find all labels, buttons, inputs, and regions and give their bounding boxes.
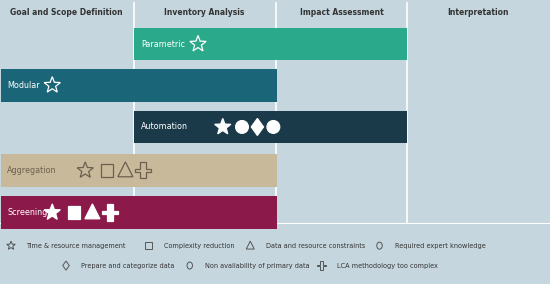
Bar xyxy=(134,28,407,60)
Text: Screening: Screening xyxy=(7,208,47,217)
Text: Inventory Analysis: Inventory Analysis xyxy=(164,8,245,17)
Ellipse shape xyxy=(267,120,280,133)
Polygon shape xyxy=(85,204,100,219)
Text: Interpretation: Interpretation xyxy=(448,8,509,17)
Text: Aggregation: Aggregation xyxy=(7,166,57,175)
Text: Required expert knowledge: Required expert knowledge xyxy=(395,243,486,249)
Text: Non availability of primary data: Non availability of primary data xyxy=(205,262,310,269)
Polygon shape xyxy=(251,118,263,135)
Text: LCA methodology too complex: LCA methodology too complex xyxy=(337,262,438,269)
Text: Data and resource constraints: Data and resource constraints xyxy=(266,243,365,249)
Bar xyxy=(1,69,277,102)
Text: Complexity reduction: Complexity reduction xyxy=(164,243,234,249)
Text: Automation: Automation xyxy=(141,122,188,131)
Text: Impact Assessment: Impact Assessment xyxy=(300,8,383,17)
Text: Goal and Scope Definition: Goal and Scope Definition xyxy=(10,8,123,17)
Bar xyxy=(134,110,407,143)
Polygon shape xyxy=(102,204,118,220)
Text: Prepare and categorize data: Prepare and categorize data xyxy=(81,262,175,269)
Polygon shape xyxy=(214,118,231,134)
Text: Modular: Modular xyxy=(7,81,40,90)
Polygon shape xyxy=(44,204,60,219)
Text: Time & resource management: Time & resource management xyxy=(26,243,126,249)
Bar xyxy=(1,196,277,229)
Bar xyxy=(68,206,80,219)
Bar xyxy=(145,242,152,249)
Text: Parametric: Parametric xyxy=(141,39,185,49)
Bar xyxy=(101,164,113,177)
Ellipse shape xyxy=(235,120,249,133)
Bar xyxy=(1,154,277,187)
